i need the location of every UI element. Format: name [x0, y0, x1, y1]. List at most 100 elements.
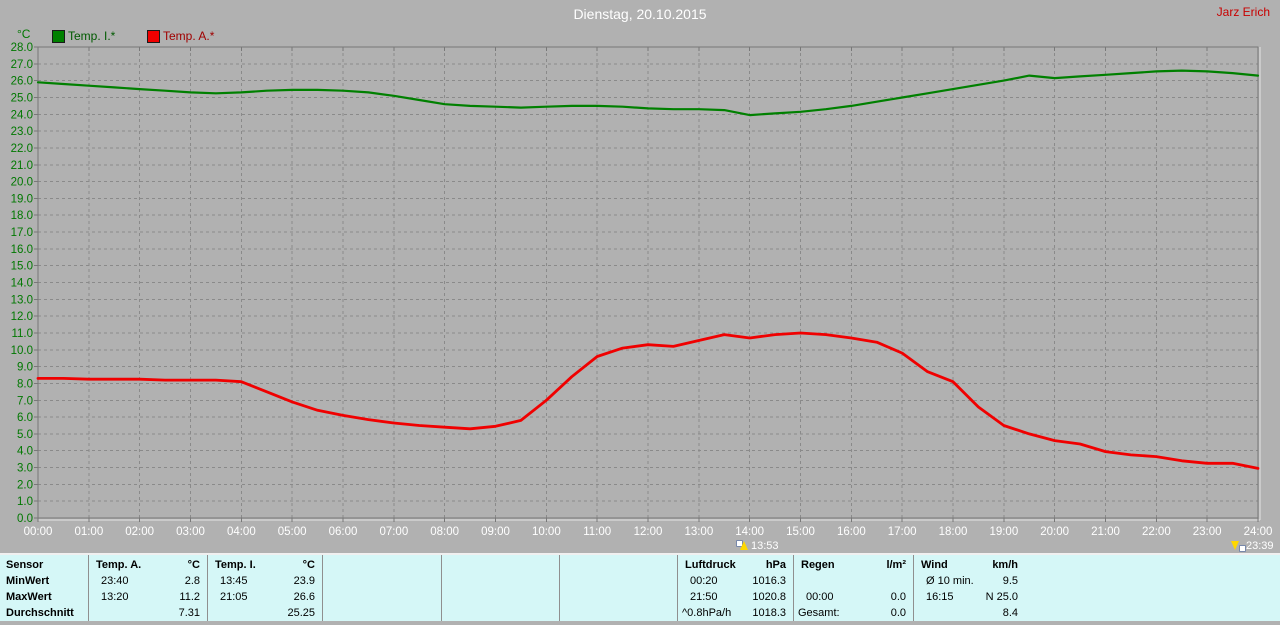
- column-divider: [677, 555, 678, 621]
- max-time: 21:05: [220, 591, 248, 603]
- svg-text:16:00: 16:00: [837, 526, 866, 538]
- col-header: Luftdruck: [685, 559, 736, 571]
- svg-text:11:00: 11:00: [583, 526, 611, 538]
- svg-text:09:00: 09:00: [481, 526, 510, 538]
- svg-text:8.0: 8.0: [17, 378, 33, 390]
- svg-text:11.0: 11.0: [11, 328, 33, 340]
- time-marker-label: 23:39: [1246, 539, 1274, 552]
- column-divider: [322, 555, 323, 621]
- svg-text:13:00: 13:00: [684, 526, 713, 538]
- min-time: 00:20: [690, 575, 718, 587]
- col-unit: l/m²: [886, 559, 906, 571]
- svg-text:5.0: 5.0: [17, 429, 33, 441]
- y-axis-unit-label: °C: [17, 27, 31, 41]
- stats-row-label: Durchschnitt: [6, 607, 74, 619]
- stats-col-luftdruck: Luftdruck hPa 00:20 1016.3 21:50 1020.8 ^0.…: [678, 557, 792, 621]
- column-divider: [913, 555, 914, 621]
- svg-text:28.0: 28.0: [11, 42, 33, 54]
- max-value: 1020.8: [752, 591, 786, 603]
- svg-text:15.0: 15.0: [11, 261, 33, 273]
- svg-text:1.0: 1.0: [17, 496, 33, 508]
- time-marker-1353: 13:53: [736, 539, 779, 552]
- rain-time: 00:00: [806, 591, 834, 603]
- max-value: 26.6: [293, 591, 315, 603]
- user-name-label: Jarz Erich: [1216, 5, 1270, 19]
- sun-up-marker-icon: [736, 539, 749, 552]
- col-unit: °C: [187, 559, 200, 571]
- stats-row-label: MaxWert: [6, 591, 52, 603]
- svg-text:10.0: 10.0: [11, 345, 33, 357]
- svg-text:00:00: 00:00: [24, 526, 53, 538]
- legend-label-temp-a: Temp. A.*: [163, 29, 215, 43]
- series-line-0: [36, 69, 1260, 117]
- total-value: 0.0: [890, 607, 906, 619]
- svg-text:19.0: 19.0: [11, 193, 33, 205]
- svg-text:03:00: 03:00: [176, 526, 205, 538]
- svg-text:21:00: 21:00: [1091, 526, 1120, 538]
- stats-row-label: Sensor: [6, 559, 44, 571]
- stats-col-row-labels: Sensor MinWert MaxWert Durchschnitt: [6, 557, 86, 621]
- avg-wind-label: Ø 10 min.: [926, 575, 974, 587]
- svg-text:06:00: 06:00: [329, 526, 358, 538]
- svg-text:05:00: 05:00: [278, 526, 307, 538]
- col-unit: °C: [302, 559, 315, 571]
- svg-text:14:00: 14:00: [735, 526, 764, 538]
- svg-text:0.0: 0.0: [17, 513, 33, 525]
- svg-text:07:00: 07:00: [379, 526, 408, 538]
- min-value: 1016.3: [752, 575, 786, 587]
- svg-text:22.0: 22.0: [11, 143, 33, 155]
- svg-text:23:00: 23:00: [1193, 526, 1222, 538]
- stats-table: [0, 555, 1280, 621]
- legend-label-temp-i: Temp. I.*: [68, 29, 116, 43]
- min-time: 13:45: [220, 575, 248, 587]
- svg-text:18:00: 18:00: [939, 526, 968, 538]
- col-unit: km/h: [992, 559, 1018, 571]
- svg-text:20:00: 20:00: [1040, 526, 1069, 538]
- svg-text:18.0: 18.0: [11, 210, 33, 222]
- svg-text:23.0: 23.0: [11, 126, 33, 138]
- stats-col-wind: Wind km/h Ø 10 min. 9.5 16:15 N 25.0 8.4: [914, 557, 1024, 621]
- column-divider: [88, 555, 89, 621]
- svg-text:02:00: 02:00: [125, 526, 154, 538]
- page-title: Dienstag, 20.10.2015: [573, 6, 707, 22]
- svg-text:2.0: 2.0: [17, 479, 33, 491]
- rain-value: 0.0: [890, 591, 906, 603]
- chart-canvas: 00:00 01:00 02:00 03:00 04:00 05:00 06:00 07:00…: [11, 42, 1273, 538]
- min-value: 2.8: [184, 575, 200, 587]
- svg-text:25.0: 25.0: [11, 93, 33, 105]
- avg-wind-value: 9.5: [1002, 575, 1018, 587]
- col-header: Temp. A.: [96, 559, 142, 571]
- total-label: Gesamt:: [798, 607, 840, 619]
- svg-text:17.0: 17.0: [11, 227, 33, 239]
- svg-text:15:00: 15:00: [786, 526, 815, 538]
- stats-col-temp-a: Temp. A. °C 23:40 2.8 13:20 11.2 7.31: [89, 557, 206, 621]
- svg-text:27.0: 27.0: [11, 59, 33, 71]
- svg-text:4.0: 4.0: [17, 446, 33, 458]
- column-divider: [207, 555, 208, 621]
- svg-text:01:00: 01:00: [74, 526, 103, 538]
- svg-text:22:00: 22:00: [1142, 526, 1171, 538]
- col-unit: hPa: [765, 559, 786, 571]
- trend-label: ^0.8hPa/h: [682, 607, 732, 619]
- sun-down-marker-icon: [1231, 539, 1246, 552]
- svg-text:26.0: 26.0: [11, 76, 33, 88]
- max-time: 21:50: [690, 591, 718, 603]
- svg-text:19:00: 19:00: [989, 526, 1018, 538]
- svg-text:04:00: 04:00: [227, 526, 256, 538]
- svg-text:12.0: 12.0: [11, 311, 33, 323]
- svg-text:20.0: 20.0: [11, 177, 33, 189]
- column-divider: [441, 555, 442, 621]
- col-header: Regen: [801, 559, 835, 571]
- chart-area: 00:00 01:00 02:00 03:00 04:00 05:00 06:00 07:00…: [11, 42, 1273, 538]
- series-line-1: [36, 331, 1260, 470]
- svg-text:12:00: 12:00: [634, 526, 663, 538]
- avg-value: 1018.3: [752, 607, 786, 619]
- avg-value: 7.31: [178, 607, 200, 619]
- time-marker-2339: 23:39: [1231, 539, 1274, 552]
- svg-text:7.0: 7.0: [17, 395, 33, 407]
- svg-text:10:00: 10:00: [532, 526, 561, 538]
- stats-col-temp-i: Temp. I. °C 13:45 23.9 21:05 26.6 25.25: [208, 557, 321, 621]
- min-value: 23.9: [293, 575, 315, 587]
- stats-col-regen: Regen l/m² 00:00 0.0 Gesamt: 0.0: [794, 557, 912, 621]
